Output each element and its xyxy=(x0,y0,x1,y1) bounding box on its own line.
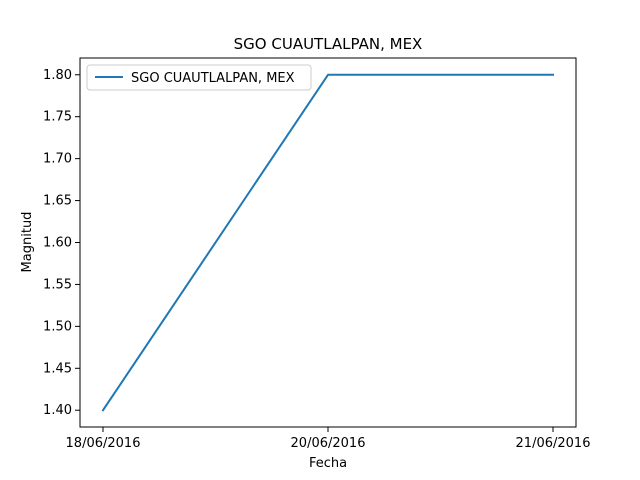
x-tick-label: 20/06/2016 xyxy=(291,436,366,451)
y-tick-label: 1.45 xyxy=(43,361,72,376)
y-tick-label: 1.75 xyxy=(43,110,72,125)
legend-box xyxy=(86,64,312,91)
x-axis-ticks: 18/06/2016 20/06/2016 21/06/2016 xyxy=(66,427,591,451)
y-tick-label: 1.70 xyxy=(43,152,72,167)
x-axis-label: Fecha xyxy=(309,456,347,471)
y-axis-ticks: 1.40 1.45 1.50 1.55 1.60 1.65 1.70 1.75 1.80 xyxy=(43,68,80,418)
y-axis-label: Magnitud xyxy=(20,212,35,273)
plot-area xyxy=(79,57,577,428)
y-tick-label: 1.65 xyxy=(43,194,72,209)
y-tick-label: 1.60 xyxy=(43,236,72,251)
y-tick-label: 1.50 xyxy=(43,319,72,334)
x-tick-label: 18/06/2016 xyxy=(66,436,141,451)
chart-title: SGO CUAUTLALPAN, MEX xyxy=(234,35,423,53)
y-tick-label: 1.80 xyxy=(43,68,72,83)
y-tick-label: 1.40 xyxy=(43,403,72,418)
y-tick-label: 1.55 xyxy=(43,277,72,292)
legend-series-label: SGO CUAUTLALPAN, MEX xyxy=(131,71,295,86)
legend: SGO CUAUTLALPAN, MEX xyxy=(86,64,312,91)
series-layer xyxy=(101,73,554,412)
x-tick-label: 21/06/2016 xyxy=(516,436,591,451)
series-line xyxy=(101,73,554,412)
